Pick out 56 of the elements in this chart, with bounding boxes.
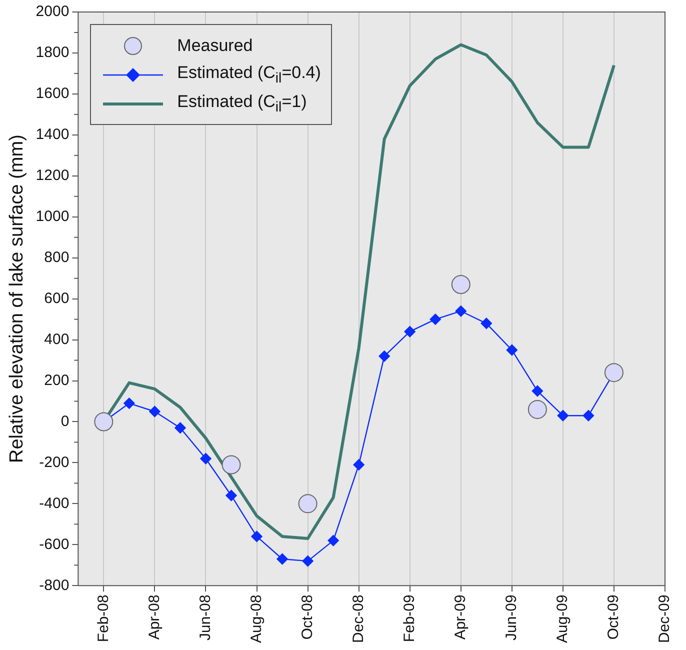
legend-label: Estimated (C$_{il}$=1): [177, 92, 307, 116]
x-tick-label: Dec-09: [656, 594, 674, 643]
y-tick-label: -200: [39, 454, 70, 471]
y-tick-label: 400: [44, 330, 70, 348]
x-tick-label: Feb-08: [94, 594, 112, 642]
point: [226, 490, 237, 502]
y-tick-label: 2000: [36, 3, 70, 20]
x-tick-label: Feb-09: [400, 594, 418, 642]
point: [378, 350, 390, 362]
point: [200, 453, 212, 464]
point: [582, 410, 594, 422]
y-tick-label: 1000: [36, 208, 70, 226]
point: [557, 410, 569, 422]
point: [149, 406, 160, 418]
point: [302, 555, 314, 567]
x-tick-label: Oct-09: [605, 594, 622, 640]
point: [532, 385, 544, 397]
point: [528, 400, 547, 419]
y-tick-label: -800: [39, 576, 70, 594]
point: [174, 422, 186, 434]
y-tick-label: 0: [60, 412, 70, 430]
y-tick-label: 800: [44, 248, 70, 266]
y-tick-label: 1800: [36, 44, 70, 62]
x-tick-label: Dec-08: [350, 594, 367, 643]
y-tick-label: 200: [44, 372, 70, 389]
legend-label: Measured: [177, 36, 253, 56]
point: [451, 274, 470, 294]
y-axis-title: Relative elevation of lake surface (mm): [6, 134, 28, 464]
point: [480, 318, 492, 329]
point: [298, 494, 318, 514]
legend-label: Estimated (C$_{il}$=0.4): [177, 62, 321, 86]
x-tick-label: Aug-09: [554, 594, 572, 644]
x-tick-label: Apr-08: [146, 594, 163, 640]
point: [455, 306, 466, 317]
point: [276, 553, 288, 565]
point: [251, 530, 262, 542]
point: [506, 344, 518, 356]
y-tick-label: 1600: [36, 85, 70, 102]
y-tick-label: 1400: [36, 126, 70, 144]
x-tick-label: Oct-08: [298, 594, 316, 640]
point: [222, 455, 241, 474]
point: [353, 459, 364, 470]
point: [404, 326, 416, 338]
y-tick-label: 600: [44, 290, 70, 307]
y-tick-label: 1200: [36, 167, 70, 184]
x-tick-label: Apr-09: [452, 594, 470, 640]
y-tick-label: -600: [39, 536, 70, 553]
x-tick-label: Aug-08: [248, 594, 265, 644]
point: [328, 534, 339, 546]
x-tick-label: Jun-09: [503, 594, 520, 641]
point: [430, 314, 441, 325]
x-tick-label: Jun-08: [196, 594, 214, 641]
point: [124, 398, 135, 409]
point: [604, 363, 624, 382]
point: [94, 412, 114, 432]
y-tick-label: -400: [39, 494, 70, 512]
